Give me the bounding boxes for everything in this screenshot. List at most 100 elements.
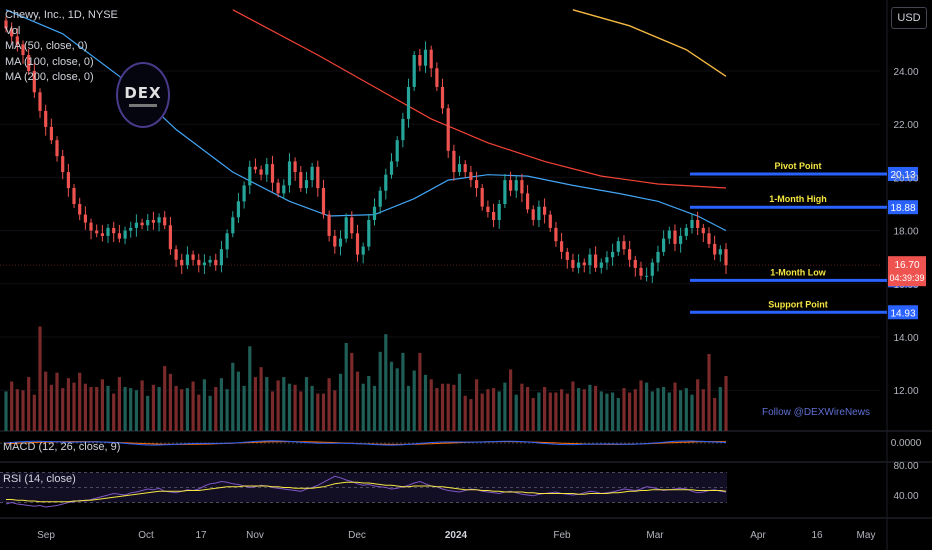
candle-body bbox=[151, 220, 155, 223]
volume-bar bbox=[27, 377, 31, 431]
volume-bar bbox=[429, 379, 433, 431]
volume-bar bbox=[123, 387, 127, 431]
price-tick: 14.00 bbox=[893, 333, 918, 344]
macd-pane bbox=[0, 440, 727, 446]
volume-bar bbox=[361, 383, 365, 431]
candle-body bbox=[628, 249, 632, 260]
candle-body bbox=[480, 188, 484, 207]
volume-bar bbox=[548, 392, 552, 431]
legend-ma50[interactable]: MA (50, close, 0) bbox=[5, 40, 88, 52]
candle-body bbox=[157, 217, 161, 223]
volume-bar bbox=[191, 381, 195, 431]
time-tick: 2024 bbox=[444, 530, 468, 541]
candle-body bbox=[406, 87, 411, 119]
candle-body bbox=[15, 36, 19, 45]
volume-bar bbox=[565, 393, 569, 431]
countdown: 04:39:39 bbox=[889, 273, 924, 283]
candle-body bbox=[146, 220, 150, 226]
candle-body bbox=[554, 227, 558, 242]
legend-ma200[interactable]: MA (200, close, 0) bbox=[5, 71, 94, 83]
volume-bar bbox=[440, 383, 445, 431]
volume-bar bbox=[690, 394, 694, 431]
volume-bar bbox=[310, 385, 314, 431]
candle-body bbox=[197, 259, 201, 266]
candle-body bbox=[537, 206, 541, 220]
time-tick: Feb bbox=[553, 530, 571, 541]
candle-body bbox=[577, 262, 581, 268]
volume-bar bbox=[163, 366, 167, 431]
volume-bar bbox=[412, 370, 416, 431]
volume-bar bbox=[350, 352, 354, 431]
candle-body bbox=[724, 249, 728, 266]
candle-body bbox=[27, 55, 31, 71]
macd-legend[interactable]: MACD (12, 26, close, 9) bbox=[3, 441, 121, 453]
level-label: 1-Month High bbox=[769, 194, 827, 204]
candle-body bbox=[242, 185, 246, 202]
time-tick: 17 bbox=[195, 530, 207, 541]
volume-bar bbox=[713, 398, 717, 431]
candle-body bbox=[372, 206, 377, 220]
volume-bar bbox=[673, 382, 677, 431]
volume-bar bbox=[469, 399, 473, 431]
candle-body bbox=[100, 233, 104, 236]
candle-body bbox=[270, 164, 275, 183]
candle-body bbox=[304, 180, 309, 189]
time-axis[interactable]: Sep Oct 17 Nov Dec 2024 Feb Mar Apr 16 May bbox=[0, 530, 880, 546]
volume-bar bbox=[134, 390, 138, 431]
volume-bar bbox=[492, 388, 496, 431]
volume-bar bbox=[367, 376, 371, 431]
candle-body bbox=[44, 110, 48, 127]
volume-bar bbox=[112, 393, 116, 431]
candle-body bbox=[202, 262, 206, 266]
volume-bar bbox=[463, 395, 467, 431]
candle-body bbox=[429, 49, 433, 69]
volume-bar bbox=[418, 352, 422, 431]
volume-bar bbox=[611, 392, 615, 431]
candle-body bbox=[21, 44, 25, 55]
volume-bar bbox=[384, 334, 388, 431]
candle-body bbox=[95, 230, 99, 234]
candle-body bbox=[344, 217, 348, 239]
volume-bar bbox=[197, 394, 201, 431]
volume-bar bbox=[146, 395, 150, 431]
candle-body bbox=[526, 193, 530, 210]
symbol-title[interactable]: Chewy, Inc., 1D, NYSE bbox=[5, 9, 118, 21]
logo-text: DEX bbox=[124, 83, 162, 102]
candle-body bbox=[509, 180, 513, 191]
last-price-tag bbox=[888, 256, 926, 287]
currency-button[interactable]: USD bbox=[891, 7, 927, 29]
level-label: Support Point bbox=[768, 299, 828, 309]
volume-bar bbox=[696, 379, 700, 431]
volume-bar bbox=[679, 390, 683, 431]
candle-body bbox=[503, 180, 507, 204]
candle-body bbox=[718, 249, 722, 255]
candle-body bbox=[650, 262, 654, 276]
rsi-legend[interactable]: RSI (14, close) bbox=[3, 473, 76, 485]
support-resistance-levels: Pivot Point 20.13 1-Month High 18.88 1-Month… bbox=[690, 161, 918, 320]
volume-bar bbox=[344, 343, 348, 431]
candle-body bbox=[276, 182, 280, 194]
candle-body bbox=[384, 174, 388, 191]
candle-body bbox=[38, 92, 42, 111]
volume-bar bbox=[299, 391, 303, 431]
legend-ma100[interactable]: MA (100, close, 0) bbox=[5, 55, 94, 68]
volume-bar bbox=[639, 380, 643, 431]
candle-body bbox=[707, 233, 711, 244]
candle-body bbox=[611, 251, 615, 258]
volume-bar bbox=[66, 378, 70, 431]
candle-body bbox=[4, 20, 8, 29]
candle-body bbox=[287, 161, 292, 186]
candle-body bbox=[599, 262, 603, 268]
volume-bar bbox=[446, 383, 450, 431]
rsi-tick: 80.00 bbox=[893, 461, 918, 472]
dex-logo: DEX bbox=[116, 62, 170, 128]
volume-bar bbox=[435, 388, 439, 431]
legend-volume[interactable]: Vol bbox=[5, 24, 21, 37]
candle-body bbox=[667, 230, 671, 239]
candle-body bbox=[633, 259, 637, 268]
volume-bar bbox=[526, 387, 530, 431]
candle-body bbox=[713, 243, 717, 255]
candle-body bbox=[361, 246, 365, 255]
candle-body bbox=[690, 220, 694, 228]
